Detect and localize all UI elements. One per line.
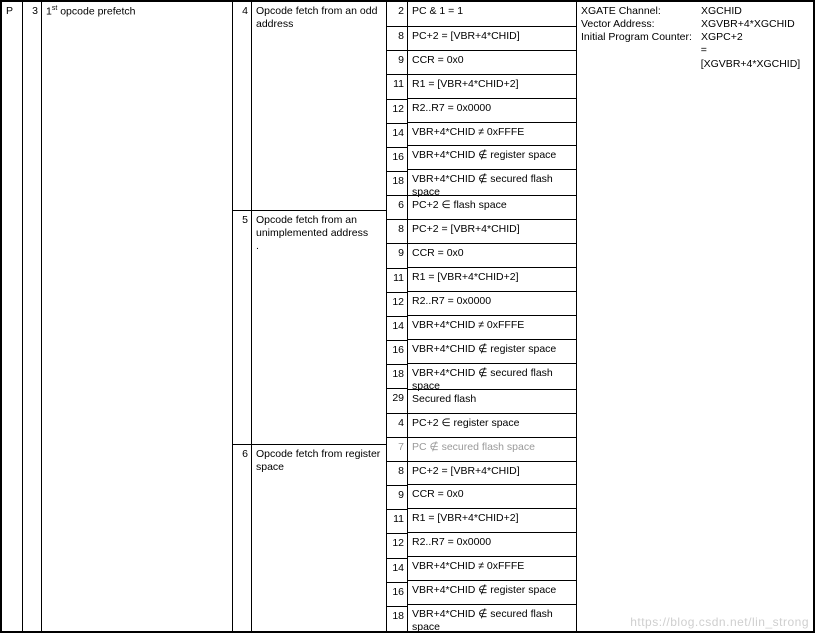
row-n: 4 bbox=[387, 414, 407, 438]
row-n: 9 bbox=[387, 486, 407, 510]
row-n: 18 bbox=[387, 172, 407, 196]
row-n: 16 bbox=[387, 583, 407, 607]
row-n: 9 bbox=[387, 51, 407, 75]
row-condition: VBR+4*CHID ∉ register space bbox=[408, 146, 576, 170]
row-condition: R2..R7 = 0x0000 bbox=[408, 292, 576, 316]
row-n: 18 bbox=[387, 365, 407, 389]
row-n: 12 bbox=[387, 534, 407, 558]
row-condition: VBR+4*CHID ≠ 0xFFFE bbox=[408, 316, 576, 340]
side-value: = [XGVBR+4*XGCHID] bbox=[701, 44, 809, 70]
col-group-n: 4 5 6 bbox=[233, 2, 252, 631]
col-idx1: 3 bbox=[23, 2, 42, 631]
col-condition: PC & 1 = 1PC+2 = [VBR+4*CHID]CCR = 0x0R1… bbox=[408, 2, 577, 631]
side-value: XGCHID bbox=[701, 5, 742, 18]
side-row: XGATE Channel:XGCHID bbox=[581, 5, 809, 18]
row-condition: VBR+4*CHID ≠ 0xFFFE bbox=[408, 557, 576, 581]
row-n: 8 bbox=[387, 27, 407, 51]
side-key: XGATE Channel: bbox=[581, 5, 701, 18]
side-value: XGVBR+4*XGCHID bbox=[701, 18, 795, 31]
row-n: 16 bbox=[387, 341, 407, 365]
row-condition: R1 = [VBR+4*CHID+2] bbox=[408, 75, 576, 99]
row-n: 29 bbox=[387, 389, 407, 413]
col-label1: 1st opcode prefetch bbox=[42, 2, 233, 631]
group1-n: 4 bbox=[233, 2, 251, 211]
side-key bbox=[581, 44, 701, 70]
row-n: 18 bbox=[387, 607, 407, 631]
row-condition: PC+2 ∈ flash space bbox=[408, 196, 576, 220]
row-condition: Secured flash bbox=[408, 390, 576, 414]
side-key: Initial Program Counter: bbox=[581, 31, 701, 44]
side-block: XGATE Channel:XGCHIDVector Address:XGVBR… bbox=[577, 2, 813, 74]
side-row: Vector Address:XGVBR+4*XGCHID bbox=[581, 18, 809, 31]
row-n: 7 bbox=[387, 438, 407, 462]
row-condition: CCR = 0x0 bbox=[408, 51, 576, 75]
row-condition: VBR+4*CHID ≠ 0xFFFE bbox=[408, 123, 576, 147]
row-condition: R1 = [VBR+4*CHID+2] bbox=[408, 509, 576, 533]
row-condition: PC+2 = [VBR+4*CHID] bbox=[408, 462, 576, 486]
col-group-label: Opcode fetch from an odd address Opcode … bbox=[252, 2, 387, 631]
table-root: P 3 1st opcode prefetch 4 5 6 Opcode fet… bbox=[0, 0, 815, 633]
row-condition: VBR+4*CHID ∉ secured flash space bbox=[408, 170, 576, 196]
row-condition: PC ∉ secured flash space bbox=[408, 438, 576, 462]
row-condition: VBR+4*CHID ∉ register space bbox=[408, 340, 576, 364]
col-side: XGATE Channel:XGCHIDVector Address:XGVBR… bbox=[577, 2, 813, 631]
row-n: 14 bbox=[387, 559, 407, 583]
row-condition: PC+2 = [VBR+4*CHID] bbox=[408, 27, 576, 51]
col-row-n: 2891112141618689111214161829478911121416… bbox=[387, 2, 408, 631]
group2-n: 5 bbox=[233, 211, 251, 445]
row-n: 14 bbox=[387, 124, 407, 148]
row-n: 2 bbox=[387, 2, 407, 27]
side-value: XGPC+2 bbox=[701, 31, 743, 44]
row-n: 11 bbox=[387, 269, 407, 293]
row-condition: PC+2 = [VBR+4*CHID] bbox=[408, 220, 576, 244]
row-condition: VBR+4*CHID ∉ register space bbox=[408, 581, 576, 605]
row-condition: CCR = 0x0 bbox=[408, 244, 576, 268]
row-n: 6 bbox=[387, 196, 407, 220]
row-condition: R2..R7 = 0x0000 bbox=[408, 99, 576, 123]
row-n: 12 bbox=[387, 293, 407, 317]
cell-label1: 1st opcode prefetch bbox=[42, 2, 232, 22]
side-row: = [XGVBR+4*XGCHID] bbox=[581, 44, 809, 70]
group2-label: Opcode fetch from an unimplemented addre… bbox=[252, 211, 386, 445]
row-condition: R2..R7 = 0x0000 bbox=[408, 533, 576, 557]
row-condition: VBR+4*CHID ∉ secured flash space bbox=[408, 605, 576, 631]
row-condition: CCR = 0x0 bbox=[408, 485, 576, 509]
row-condition: R1 = [VBR+4*CHID+2] bbox=[408, 268, 576, 292]
cell-idx1: 3 bbox=[23, 2, 41, 21]
row-n: 8 bbox=[387, 462, 407, 486]
row-n: 16 bbox=[387, 148, 407, 172]
col-p: P bbox=[2, 2, 23, 631]
row-condition: PC+2 ∈ register space bbox=[408, 414, 576, 438]
cell-p: P bbox=[2, 2, 22, 21]
row-n: 11 bbox=[387, 510, 407, 534]
row-n: 8 bbox=[387, 220, 407, 244]
group3-label: Opcode fetch from register space bbox=[252, 445, 386, 477]
row-n: 14 bbox=[387, 317, 407, 341]
side-row: Initial Program Counter:XGPC+2 bbox=[581, 31, 809, 44]
side-key: Vector Address: bbox=[581, 18, 701, 31]
row-condition: VBR+4*CHID ∉ secured flash space bbox=[408, 364, 576, 390]
row-n: 11 bbox=[387, 75, 407, 99]
row-n: 12 bbox=[387, 100, 407, 124]
row-condition: PC & 1 = 1 bbox=[408, 2, 576, 27]
group3-n: 6 bbox=[233, 445, 251, 464]
row-n: 9 bbox=[387, 244, 407, 268]
group1-label: Opcode fetch from an odd address bbox=[252, 2, 386, 211]
